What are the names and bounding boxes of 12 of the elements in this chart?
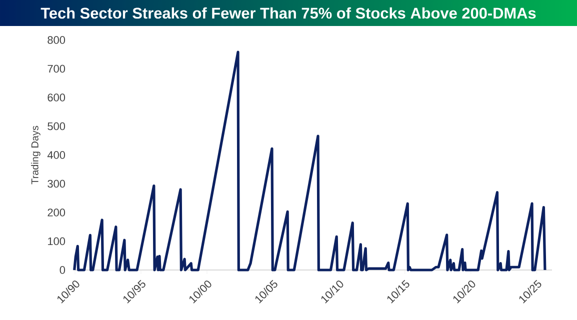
- chart-title: Tech Sector Streaks of Fewer Than 75% of Stocks Above 200-DMAs: [40, 7, 536, 19]
- y-tick-label: 800: [48, 36, 66, 44]
- y-tick-label: 300: [48, 180, 66, 188]
- y-axis-title: Trading Days: [31, 126, 40, 184]
- y-tick-label: 100: [48, 237, 66, 246]
- line-series: [73, 50, 546, 272]
- y-tick-label: 400: [47, 151, 66, 159]
- y-tick-label: 600: [48, 94, 66, 102]
- y-tick-label: 0: [60, 266, 66, 274]
- y-tick-label: 500: [48, 122, 66, 130]
- y-tick-label: 700: [48, 64, 66, 73]
- y-tick-label: 200: [48, 208, 66, 216]
